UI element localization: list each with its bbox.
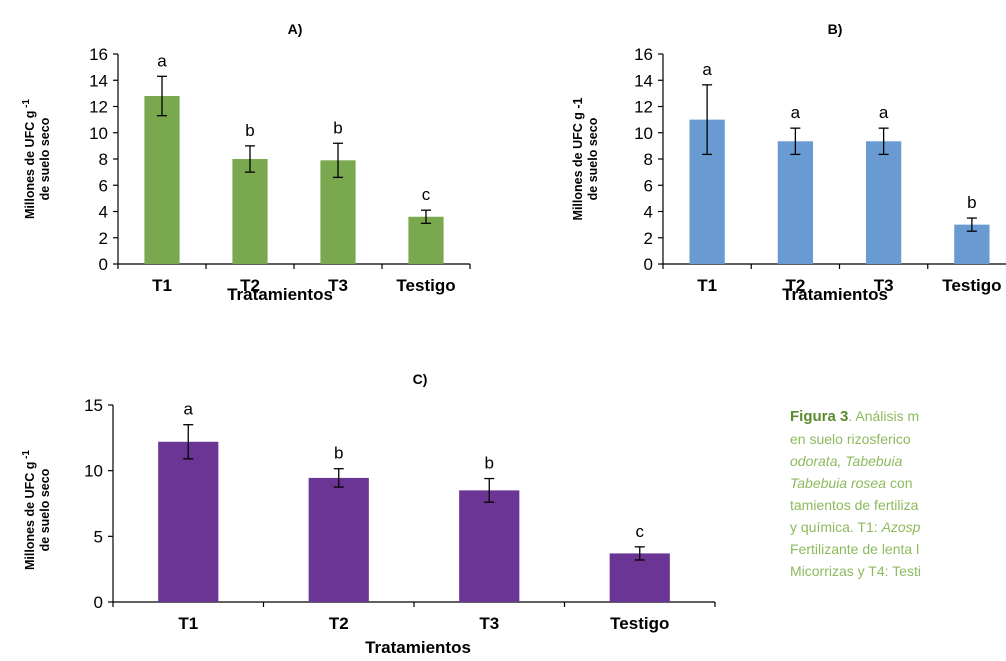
significance-letter: a — [702, 60, 712, 79]
y-tick-label: 0 — [644, 255, 653, 274]
y-axis-label-line-2: de suelo seco — [38, 117, 52, 200]
chart-b: B) Millones de UFC g -1de suelo seco 0 2 4 6 8… — [571, 21, 1006, 304]
chart-c: C) Millones de UFC g -1 de suelo seco 0 5 10 1… — [21, 371, 716, 657]
significance-letter: b — [485, 454, 494, 473]
caption-figure-label: Figura 3 — [790, 408, 849, 425]
y-tick-label: 0 — [94, 593, 103, 612]
caption-line-4-italic: Tabebuia rosea — [790, 475, 887, 491]
y-axis-label: Millones de UFC g -1 de suelo seco — [21, 450, 52, 570]
bar-t2 — [308, 477, 369, 602]
bar-t3 — [459, 490, 520, 602]
x-tick-label: T1 — [152, 276, 172, 295]
x-tick-label: T1 — [697, 276, 717, 295]
y-tick-label: 16 — [634, 45, 653, 64]
y-tick-label: 12 — [89, 98, 108, 117]
caption-line-4-text: con — [886, 475, 913, 491]
significance-letter: b — [245, 121, 254, 140]
panel-title: C) — [413, 371, 428, 387]
y-tick-label: 4 — [99, 203, 108, 222]
bar-testigo — [609, 553, 670, 602]
significance-letter: b — [967, 193, 976, 212]
caption-line-6-text: y química. T1: — [790, 519, 882, 535]
bar-t2 — [232, 159, 268, 264]
caption-line-4: Tabebuia rosea con — [790, 472, 1006, 494]
y-axis-label-line-1: Millones de UFC g — [23, 111, 37, 219]
x-tick-label: T1 — [178, 614, 198, 633]
bar-t2 — [777, 141, 814, 264]
panel-title: B) — [828, 21, 843, 37]
y-tick-label: 8 — [644, 150, 653, 169]
y-tick-label: 0 — [99, 255, 108, 274]
y-axis-label-line-2: de suelo seco — [38, 468, 52, 551]
y-tick-label: 5 — [94, 527, 103, 546]
x-tick-label: T3 — [874, 276, 894, 295]
significance-letter: a — [157, 51, 167, 70]
y-axis-label: Millones de UFC g -1 de suelo seco — [21, 99, 52, 219]
x-axis-label: Tratamientos — [227, 285, 333, 304]
y-axis-label-line-1: Millones de UFC g — [23, 462, 37, 570]
y-axis-label-line-2: de suelo seco — [586, 117, 600, 200]
x-tick-label: T3 — [479, 614, 499, 633]
bar-t1 — [158, 441, 219, 602]
x-tick-label: T3 — [328, 276, 348, 295]
caption-line-5: tamientos de fertiliza — [790, 497, 919, 513]
significance-letter: c — [636, 522, 645, 541]
y-tick-label: 12 — [634, 98, 653, 117]
y-axis-label-superscript: -1 — [21, 450, 32, 462]
x-tick-label: T2 — [785, 276, 805, 295]
caption-line-6-italic: Azosp — [881, 519, 921, 535]
significance-letter: a — [879, 103, 889, 122]
caption-line-1-text: . Análisis m — [848, 408, 920, 424]
significance-letter: c — [422, 185, 431, 204]
caption-line-3-text: odorata, Tabebuia — [790, 453, 903, 469]
y-tick-label: 2 — [99, 229, 108, 248]
bar-t1 — [144, 96, 180, 264]
x-axis-label: Tratamientos — [782, 285, 888, 304]
significance-letter: a — [791, 103, 801, 122]
caption-line-3: odorata, Tabebuia — [790, 450, 1006, 472]
significance-letter: b — [334, 444, 343, 463]
caption-line-2: en suelo rizosferico — [790, 431, 911, 447]
bar-testigo — [408, 216, 444, 264]
y-tick-label: 10 — [89, 124, 108, 143]
caption-line-1: Figura 3. Análisis m — [790, 405, 1006, 428]
y-tick-label: 6 — [99, 176, 108, 195]
y-tick-label: 6 — [644, 176, 653, 195]
caption-line-6: y química. T1: Azosp — [790, 516, 1006, 538]
caption-line-8: Micorrizas y T4: Testi — [790, 563, 921, 579]
y-tick-label: 14 — [89, 71, 108, 90]
panel-title: A) — [288, 21, 303, 37]
y-tick-label: 14 — [634, 71, 653, 90]
y-tick-label: 8 — [99, 150, 108, 169]
chart-a: A) Millones de UFC g -1 de suelo seco 0 2 4 6 8… — [21, 21, 471, 304]
x-tick-label: Testigo — [942, 276, 1001, 295]
x-tick-label: T2 — [240, 276, 260, 295]
x-tick-label: Testigo — [610, 614, 669, 633]
y-axis-label-superscript: -1 — [21, 99, 32, 111]
figure-caption: Figura 3. Análisis m en suelo rizosferic… — [790, 405, 1006, 582]
y-tick-label: 16 — [89, 45, 108, 64]
y-tick-label: 2 — [644, 229, 653, 248]
y-tick-label: 15 — [84, 396, 103, 415]
x-tick-label: Testigo — [396, 276, 455, 295]
y-tick-label: 10 — [84, 462, 103, 481]
y-axis-label-line-1: Millones de UFC g -1 — [571, 97, 585, 220]
y-tick-label: 10 — [634, 124, 653, 143]
caption-line-7: Fertilizante de lenta l — [790, 541, 920, 557]
y-axis-label: Millones de UFC g -1de suelo seco — [571, 97, 600, 220]
bar-t3 — [865, 141, 902, 264]
y-tick-label: 4 — [644, 203, 653, 222]
significance-letter: a — [184, 400, 194, 419]
x-tick-label: T2 — [329, 614, 349, 633]
x-axis-label: Tratamientos — [365, 638, 471, 657]
significance-letter: b — [333, 118, 342, 137]
